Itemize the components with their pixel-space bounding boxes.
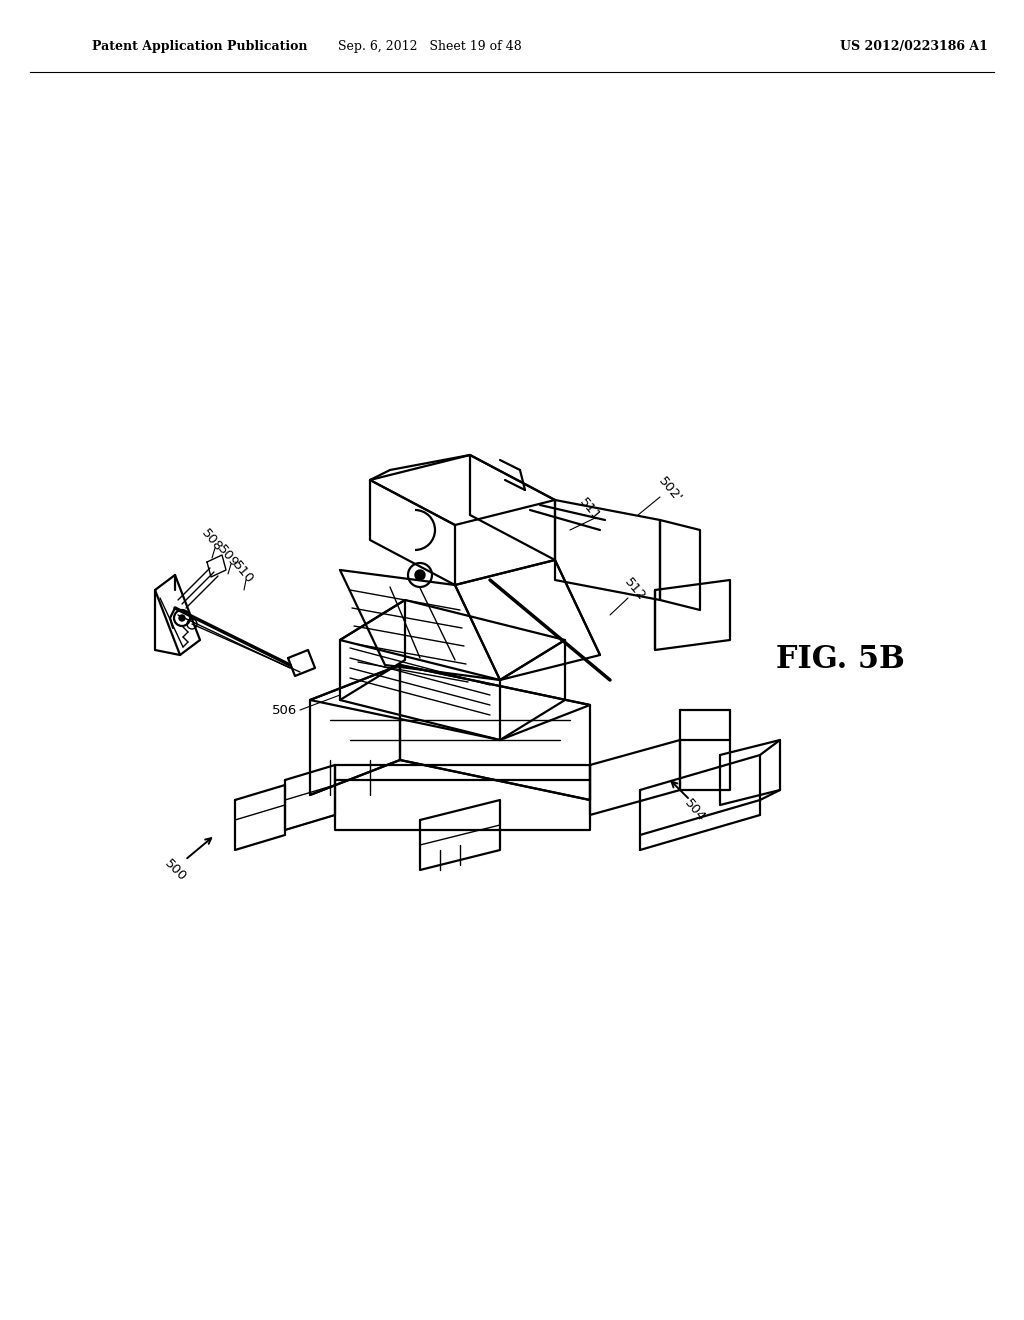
Text: 508: 508 — [199, 527, 225, 554]
Text: 511: 511 — [577, 496, 603, 524]
Text: 506: 506 — [272, 704, 298, 717]
Text: 504: 504 — [682, 796, 708, 824]
Text: 502': 502' — [655, 475, 684, 506]
Circle shape — [179, 615, 185, 620]
Text: 512: 512 — [622, 576, 648, 605]
Text: 500: 500 — [162, 857, 188, 883]
Text: US 2012/0223186 A1: US 2012/0223186 A1 — [840, 40, 987, 53]
Text: 510: 510 — [229, 558, 256, 586]
Text: 509: 509 — [215, 543, 241, 570]
Text: FIG. 5B: FIG. 5B — [775, 644, 904, 676]
Text: Patent Application Publication: Patent Application Publication — [92, 40, 307, 53]
Circle shape — [415, 570, 425, 579]
Text: Sep. 6, 2012   Sheet 19 of 48: Sep. 6, 2012 Sheet 19 of 48 — [338, 40, 522, 53]
